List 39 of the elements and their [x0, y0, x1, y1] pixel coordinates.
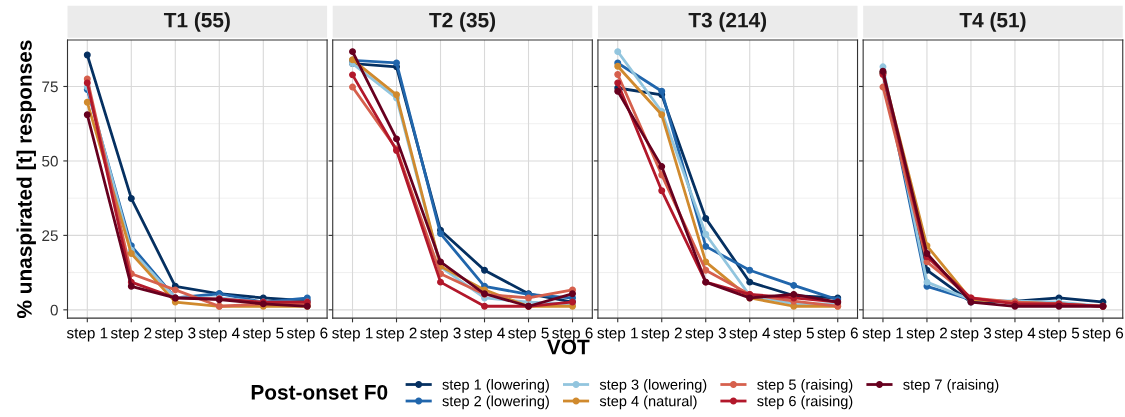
- x-tick-label: step 2: [376, 327, 417, 342]
- x-tick-label: step 6: [817, 327, 858, 342]
- x-tick-label: step 1: [332, 327, 373, 342]
- x-tick-label: step 3: [154, 327, 196, 342]
- y-tick-label: 75: [42, 81, 58, 93]
- x-tick-label: step 1: [597, 327, 638, 342]
- x-tick-label: step 1: [862, 327, 904, 342]
- legend-label: step 1 (lowering): [442, 379, 549, 393]
- legend-label: step 3 (lowering): [599, 379, 707, 393]
- x-tick-label: step 5: [773, 327, 814, 342]
- x-tick-label: step 2: [906, 327, 947, 342]
- legend-label: step 2 (lowering): [442, 395, 549, 410]
- x-tick-label: step 3: [685, 327, 726, 342]
- x-tick-label: step 3: [420, 327, 461, 342]
- y-tick-label: 0: [50, 304, 58, 316]
- chart-title: T1 (55): [163, 12, 230, 32]
- x-tick-label: step 2: [110, 327, 152, 342]
- y-tick-label: 50: [42, 155, 58, 167]
- x-tick-label: step 6: [1082, 327, 1124, 342]
- x-tick-label: step 1: [66, 327, 108, 342]
- chart-title: T2 (35): [429, 12, 496, 32]
- x-tick-label: step 4: [198, 327, 240, 342]
- x-tick-label: step 4: [464, 327, 505, 342]
- legend-label: step 5 (raising): [757, 379, 853, 393]
- x-tick-label: step 5: [1038, 327, 1080, 342]
- x-tick-label: step 5: [242, 327, 284, 342]
- x-tick-label: step 2: [641, 327, 682, 342]
- y-tick-label: 25: [42, 230, 58, 242]
- chart-title: T3 (214): [688, 12, 767, 32]
- x-tick-label: step 4: [994, 327, 1036, 342]
- x-tick-label: step 4: [729, 327, 771, 342]
- legend-label: step 7 (raising): [903, 379, 999, 393]
- x-tick-label: step 3: [950, 327, 992, 342]
- x-tick-label: step 6: [286, 327, 328, 342]
- y-axis-title: % unaspirated [t] responses: [16, 40, 36, 319]
- legend-label: step 6 (raising): [757, 395, 853, 410]
- chart-title: T4 (51): [959, 12, 1026, 32]
- legend-label: step 4 (natural): [599, 395, 697, 410]
- legend-title: Post-onset F0: [251, 384, 388, 400]
